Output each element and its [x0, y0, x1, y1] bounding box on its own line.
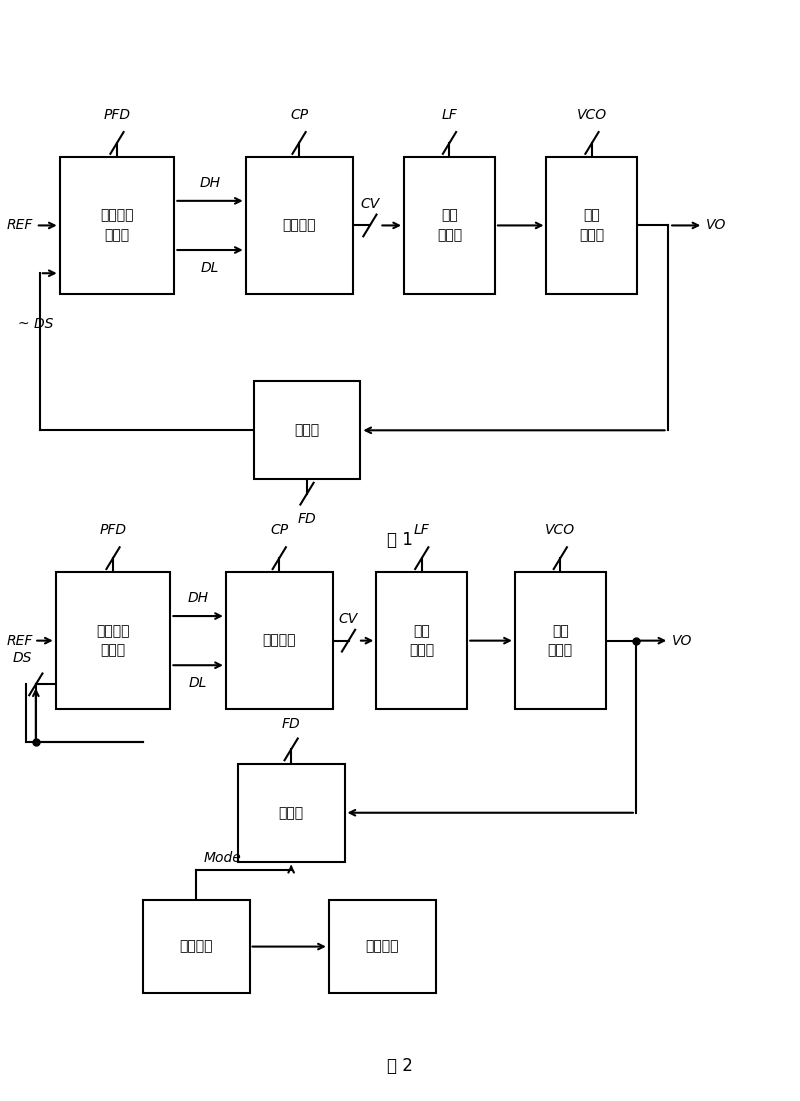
Text: PFD: PFD — [103, 108, 130, 122]
Text: 回路
滤波器: 回路 滤波器 — [410, 624, 434, 657]
Text: CP: CP — [270, 523, 288, 537]
Bar — [246, 157, 353, 294]
Text: VO: VO — [671, 634, 692, 647]
Text: 电荷帮浦: 电荷帮浦 — [282, 218, 316, 232]
Text: 回路
滤波器: 回路 滤波器 — [437, 209, 462, 242]
Text: PFD: PFD — [99, 523, 126, 537]
Text: VO: VO — [706, 218, 726, 232]
Text: 除频器: 除频器 — [278, 806, 304, 820]
Bar — [142, 901, 250, 993]
Bar — [56, 573, 170, 709]
Text: VCO: VCO — [546, 523, 575, 537]
Text: DH: DH — [199, 176, 221, 189]
Text: REF: REF — [6, 218, 33, 232]
Text: 图 2: 图 2 — [387, 1057, 413, 1076]
Bar — [238, 764, 345, 862]
Text: CP: CP — [290, 108, 308, 122]
Text: 计数电路: 计数电路 — [179, 939, 213, 953]
Text: REF: REF — [6, 634, 33, 647]
Text: ~ DS: ~ DS — [18, 317, 53, 331]
Text: 相位频率
侦侧器: 相位频率 侦侧器 — [100, 209, 134, 242]
Text: FD: FD — [298, 512, 316, 526]
Text: DL: DL — [189, 676, 207, 690]
Text: 除频器: 除频器 — [294, 423, 319, 437]
Text: DH: DH — [188, 591, 209, 606]
Text: 图 1: 图 1 — [387, 531, 413, 548]
Text: 计数电路: 计数电路 — [366, 939, 399, 953]
Bar — [546, 157, 638, 294]
Text: 压控
振荡器: 压控 振荡器 — [579, 209, 605, 242]
Bar — [329, 901, 436, 993]
Text: VCO: VCO — [577, 108, 607, 122]
Text: FD: FD — [282, 717, 301, 731]
Text: LF: LF — [442, 108, 458, 122]
Bar — [59, 157, 174, 294]
Text: 相位频率
侦侧器: 相位频率 侦侧器 — [96, 624, 130, 657]
Text: CV: CV — [360, 197, 379, 211]
Text: DS: DS — [13, 651, 32, 665]
Text: 电荷帮浦: 电荷帮浦 — [262, 634, 296, 647]
Bar — [376, 573, 467, 709]
Text: Mode: Mode — [204, 851, 242, 864]
Text: 压控
振荡器: 压控 振荡器 — [548, 624, 573, 657]
Text: CV: CV — [339, 612, 358, 626]
Bar — [254, 381, 361, 479]
Bar — [514, 573, 606, 709]
Bar — [226, 573, 333, 709]
Text: LF: LF — [414, 523, 430, 537]
Text: DL: DL — [201, 261, 219, 275]
Bar — [404, 157, 495, 294]
